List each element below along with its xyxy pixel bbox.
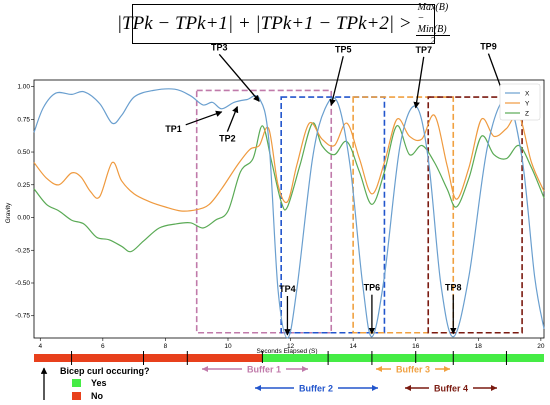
y-tick-label: -0.75	[15, 313, 30, 320]
activity-segment-yes	[262, 354, 544, 362]
series-line-x	[33, 88, 545, 339]
buffer-box-4	[427, 96, 523, 334]
legend-title: Bicep curl occuring?	[60, 366, 150, 376]
turning-points: TP1 TP2 TP3 TP4 TP5 TP6 TP7 TP8 TP9	[165, 42, 508, 336]
legend-label-y: Y	[525, 101, 530, 108]
legend-item-yes: Yes	[91, 378, 107, 388]
x-tick-label: 18	[475, 343, 483, 350]
y-axis-label: Gravity	[5, 202, 12, 223]
tp-arrow-tp2	[226, 105, 239, 132]
chart-legend: XYZ	[499, 83, 541, 121]
tp-arrow-tp3	[218, 53, 260, 102]
tp-label-tp2: TP2	[219, 134, 236, 144]
formula-fraction: Max(B) − Min(B) 2	[415, 1, 451, 47]
activity-panel: Buffer 1 Buffer 2 Buffer 3 Buffer 4 Bicep cu…	[34, 351, 544, 401]
legend-item-no: No	[91, 391, 103, 401]
tp-label-tp8: TP8	[445, 283, 462, 293]
series-line-z	[33, 122, 545, 253]
y-tick-label: 1.00	[17, 84, 30, 91]
buffer-label-4: Buffer 4	[434, 384, 468, 394]
buffer-label-3: Buffer 3	[396, 365, 430, 375]
buffer-box-2	[280, 96, 386, 334]
tp-label-tp3: TP3	[211, 42, 228, 52]
buffer-label-bg-4	[429, 382, 473, 394]
legend-label-x: X	[525, 91, 530, 98]
tp-label-tp4: TP4	[279, 284, 296, 294]
x-tick-label: 10	[224, 343, 232, 350]
tp-arrow-tp7	[413, 56, 425, 109]
chart-axes: 4 6 8 10 12 14 16 18 20 1.00 0.75 0.50 0.25 0.00 -0.25…	[15, 79, 545, 350]
buffer-label-bg-2	[294, 382, 338, 394]
buffer-box-3	[352, 96, 455, 334]
buffer-boxes	[195, 89, 523, 334]
buffer-arrow-1-head-left	[202, 366, 208, 372]
buffer-arrow-4-head-right	[491, 385, 497, 391]
buffer-arrow-2-head-left	[255, 385, 261, 391]
buffer-label-bg-1	[242, 363, 286, 375]
buffer-box-1	[195, 89, 333, 334]
plot-frame	[33, 79, 545, 339]
threshold-formula: |TPk − TPk+1| + |TPk+1 − TPk+2| > Max(B)…	[117, 2, 451, 47]
x-tick-label: 14	[350, 343, 358, 350]
tp-label-tp1: TP1	[165, 124, 182, 134]
x-tick-label: 8	[164, 343, 168, 350]
y-tick-label: -0.25	[15, 247, 30, 254]
buffer-arrow-2-head-right	[372, 385, 378, 391]
legend-swatch-yes	[72, 379, 81, 387]
legend-box	[499, 83, 541, 121]
buffer-label-1: Buffer 1	[247, 365, 281, 375]
legend-label-z: Z	[525, 111, 529, 118]
y-tick-label: 0.75	[17, 116, 30, 123]
tp-arrow-tp5	[329, 56, 344, 106]
series-lines	[33, 88, 545, 339]
x-tick-label: 12	[287, 343, 295, 350]
x-tick-label: 6	[101, 343, 105, 350]
y-tick-label: 0.00	[17, 215, 30, 222]
formula-denominator: 2	[430, 35, 436, 47]
tp-label-tp7: TP7	[415, 45, 432, 55]
formula-numerator: Max(B) − Min(B)	[415, 1, 451, 36]
buffer-arrow-3-head-left	[376, 366, 382, 372]
y-tick-label: -0.50	[15, 280, 30, 287]
buffer-arrow-4-head-left	[405, 385, 411, 391]
legend-swatch-no	[72, 392, 81, 400]
buffer-arrow-3-head-right	[444, 366, 450, 372]
tp-label-tp5: TP5	[335, 44, 352, 54]
tp-arrow-tp1	[185, 110, 223, 126]
y-tick-label: 0.25	[17, 182, 30, 189]
x-tick-label: 4	[38, 343, 42, 350]
x-tick-label: 16	[412, 343, 420, 350]
buffer-arrow-1-head-right	[302, 366, 308, 372]
buffer-label-bg-3	[391, 363, 435, 375]
tp-label-tp9: TP9	[480, 42, 497, 52]
buffer-label-2: Buffer 2	[299, 384, 333, 394]
series-line-y	[33, 113, 545, 212]
x-axis-label: Seconds Elapsed (S)	[256, 348, 317, 355]
formula-lhs: |TPk − TPk+1| + |TPk+1 − TPk+2| >	[116, 13, 412, 34]
activity-segment-no	[34, 354, 263, 362]
tp-label-tp6: TP6	[364, 283, 381, 293]
y-tick-label: 0.50	[17, 149, 30, 156]
x-tick-label: 20	[537, 343, 545, 350]
